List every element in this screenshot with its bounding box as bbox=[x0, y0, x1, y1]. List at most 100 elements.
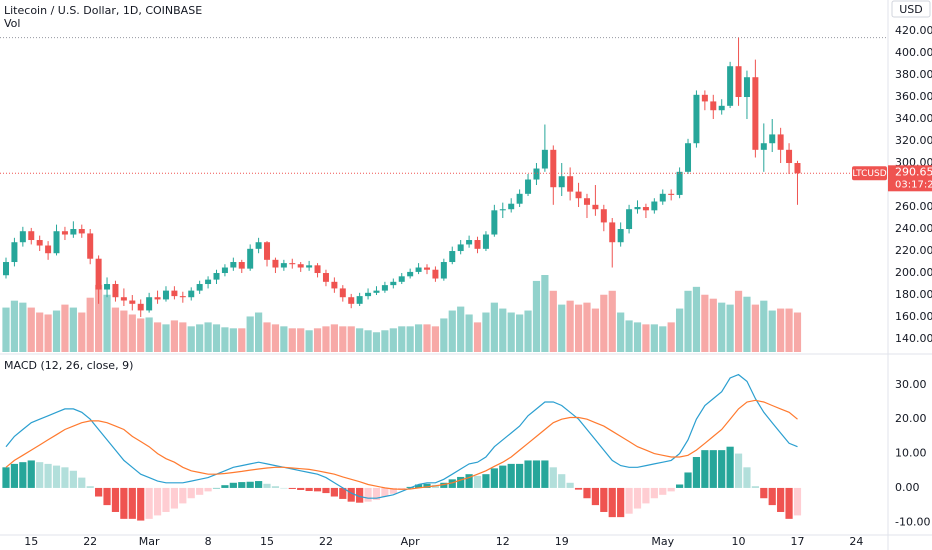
macd-histogram-bar bbox=[423, 483, 431, 488]
candle-body bbox=[735, 66, 742, 98]
countdown-label: 03:17:27 bbox=[895, 179, 932, 190]
macd-histogram-bar bbox=[389, 487, 397, 494]
candle-body bbox=[794, 163, 801, 174]
macd-histogram-bar bbox=[650, 487, 658, 499]
candle-body bbox=[36, 240, 43, 246]
volume-bar bbox=[591, 308, 599, 352]
volume-bar bbox=[322, 326, 330, 352]
volume-bar bbox=[27, 307, 35, 352]
macd-histogram-bar bbox=[170, 487, 178, 509]
candle-body bbox=[398, 276, 405, 282]
symbol-box bbox=[852, 166, 887, 181]
volume-bar bbox=[389, 328, 397, 352]
volume-bar bbox=[2, 307, 10, 352]
volume-bar bbox=[414, 324, 423, 352]
candle-body bbox=[306, 265, 313, 268]
macd-histogram-bar bbox=[743, 467, 751, 488]
candle-body bbox=[415, 267, 422, 272]
currency-label[interactable]: USD bbox=[899, 3, 923, 16]
candle-body bbox=[61, 231, 68, 235]
candle-body bbox=[53, 231, 60, 254]
macd-histogram-bar bbox=[187, 487, 195, 499]
currency-box[interactable] bbox=[891, 0, 931, 18]
chart-title: Litecoin / U.S. Dollar, 1D, COINBASE bbox=[4, 4, 202, 17]
volume-bar bbox=[490, 302, 498, 352]
volume-bar bbox=[642, 324, 650, 352]
volume-bar bbox=[516, 314, 524, 352]
candle-body bbox=[255, 242, 262, 249]
volume-bar bbox=[69, 307, 77, 352]
volume-bar bbox=[137, 318, 145, 352]
candle-body bbox=[693, 94, 700, 144]
macd-histogram-bar bbox=[457, 476, 465, 488]
candle-body bbox=[221, 267, 228, 274]
candle-body bbox=[238, 262, 245, 269]
volume-bar bbox=[667, 322, 675, 352]
macd-histogram-bar bbox=[541, 460, 549, 488]
volume-bar bbox=[61, 304, 69, 352]
candle-body bbox=[600, 209, 607, 223]
macd-histogram-bar bbox=[356, 487, 364, 503]
volume-bar bbox=[600, 294, 608, 352]
macd-histogram-bar bbox=[271, 486, 280, 488]
candle-body bbox=[112, 284, 119, 298]
volume-bar bbox=[313, 328, 322, 352]
candle-body bbox=[188, 290, 195, 298]
macd-histogram-bar bbox=[204, 487, 212, 492]
volume-bar bbox=[212, 324, 221, 352]
volume-bar bbox=[431, 326, 440, 352]
candle-body bbox=[213, 273, 220, 280]
volume-bar bbox=[52, 310, 61, 352]
candle-body bbox=[583, 198, 590, 205]
x-tick-label: 22 bbox=[319, 535, 333, 548]
volume-bar bbox=[734, 290, 743, 352]
volume-bar bbox=[701, 294, 709, 352]
volume-bar bbox=[111, 307, 120, 352]
x-tick-label: 17 bbox=[790, 535, 804, 548]
candle-body bbox=[3, 262, 9, 276]
volume-bar bbox=[221, 327, 229, 352]
candle-body bbox=[786, 149, 793, 164]
candle-body bbox=[356, 296, 363, 304]
macd-histogram-bar bbox=[179, 487, 187, 504]
plot-layer bbox=[0, 37, 888, 521]
y-tick-label: 260.00 bbox=[895, 200, 932, 213]
volume-bar bbox=[482, 312, 490, 352]
candle-body bbox=[533, 168, 540, 180]
macd-histogram-bar bbox=[381, 487, 389, 497]
candle-body bbox=[365, 292, 372, 297]
macd-histogram-bar bbox=[153, 487, 162, 516]
candle-body bbox=[247, 248, 254, 269]
volume-bar bbox=[676, 308, 684, 352]
macd-histogram-bar bbox=[255, 481, 263, 488]
volume-bar bbox=[473, 322, 482, 352]
volume-bar bbox=[297, 328, 305, 352]
volume-bar bbox=[566, 300, 574, 352]
volume-bar bbox=[372, 332, 381, 352]
x-tick-label: 22 bbox=[83, 535, 97, 548]
volume-bar bbox=[162, 324, 170, 352]
volume-bar bbox=[229, 328, 237, 352]
macd-histogram-bar bbox=[524, 460, 532, 488]
y-tick-label: 180.00 bbox=[895, 288, 932, 301]
candle-body bbox=[424, 267, 430, 270]
candle-body bbox=[432, 269, 439, 279]
macd-histogram-bar bbox=[473, 475, 482, 488]
candle-body bbox=[743, 77, 750, 98]
macd-histogram-bar bbox=[549, 467, 557, 488]
candle-body bbox=[28, 231, 35, 241]
volume-bar bbox=[684, 290, 692, 352]
volume-bar bbox=[196, 324, 204, 352]
macd-histogram-bar bbox=[768, 487, 776, 506]
y-tick-label: 380.00 bbox=[895, 68, 932, 81]
candle-body bbox=[322, 273, 329, 282]
candle-body bbox=[179, 296, 186, 298]
candle-body bbox=[668, 193, 675, 195]
volume-label: Vol bbox=[4, 17, 20, 30]
candle-body bbox=[592, 204, 599, 210]
candle-body bbox=[760, 143, 767, 150]
macd-histogram-bar bbox=[111, 487, 120, 512]
volume-bar bbox=[760, 300, 768, 352]
y-tick-label: 360.00 bbox=[895, 90, 932, 103]
y-tick-label: 400.00 bbox=[895, 46, 932, 59]
